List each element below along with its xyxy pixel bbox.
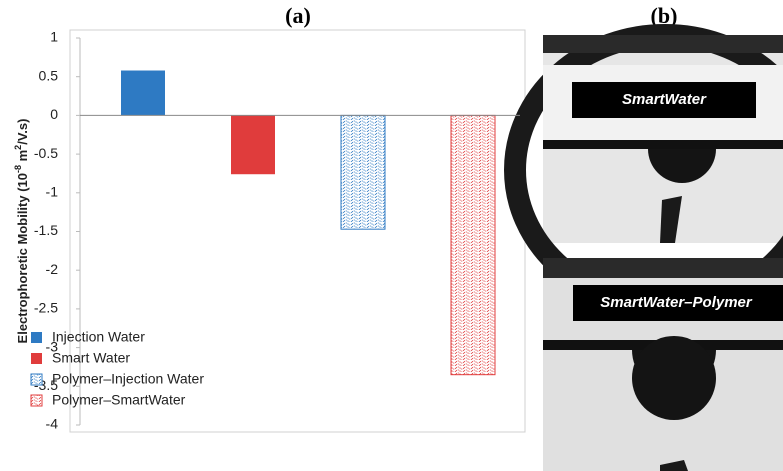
y-label-part: Electrophoretic Mobility (10	[15, 173, 30, 343]
bar	[231, 115, 275, 174]
photo-label: SmartWater–Polymer	[600, 294, 753, 311]
y-tick-label: 0.5	[39, 67, 59, 83]
bar	[121, 71, 165, 116]
y-tick-label: -0.5	[34, 145, 58, 161]
legend-label: Injection Water	[52, 329, 145, 345]
y-tick-label: 0	[50, 106, 58, 122]
photo-label: SmartWater	[622, 91, 707, 108]
y-label-part: -8	[13, 165, 23, 173]
y-tick-label: -2	[46, 261, 59, 277]
legend-swatch	[31, 332, 42, 343]
y-label-part: m	[15, 150, 30, 165]
y-tick-label: -2.5	[34, 300, 58, 316]
y-tick-label: -1	[46, 184, 59, 200]
legend-label: Polymer–Injection Water	[52, 371, 204, 387]
panel-label: (a)	[285, 3, 311, 28]
y-tick-label: -4	[46, 416, 59, 432]
y-axis-label: Electrophoretic Mobility (10-8 m2/V.s)	[13, 119, 30, 344]
bar	[451, 115, 495, 374]
y-tick-label: -1.5	[34, 222, 58, 238]
legend-label: Smart Water	[52, 350, 130, 366]
figure: (a) (b) Electrophoretic Mobility (10-8 m…	[0, 0, 783, 471]
legend-swatch	[31, 374, 42, 385]
legend-label: Polymer–SmartWater	[52, 392, 186, 408]
y-label-part: /V.s)	[15, 119, 30, 145]
bar	[341, 115, 385, 229]
y-tick-label: 1	[50, 29, 58, 45]
legend-swatch	[31, 395, 42, 406]
legend-swatch	[31, 353, 42, 364]
